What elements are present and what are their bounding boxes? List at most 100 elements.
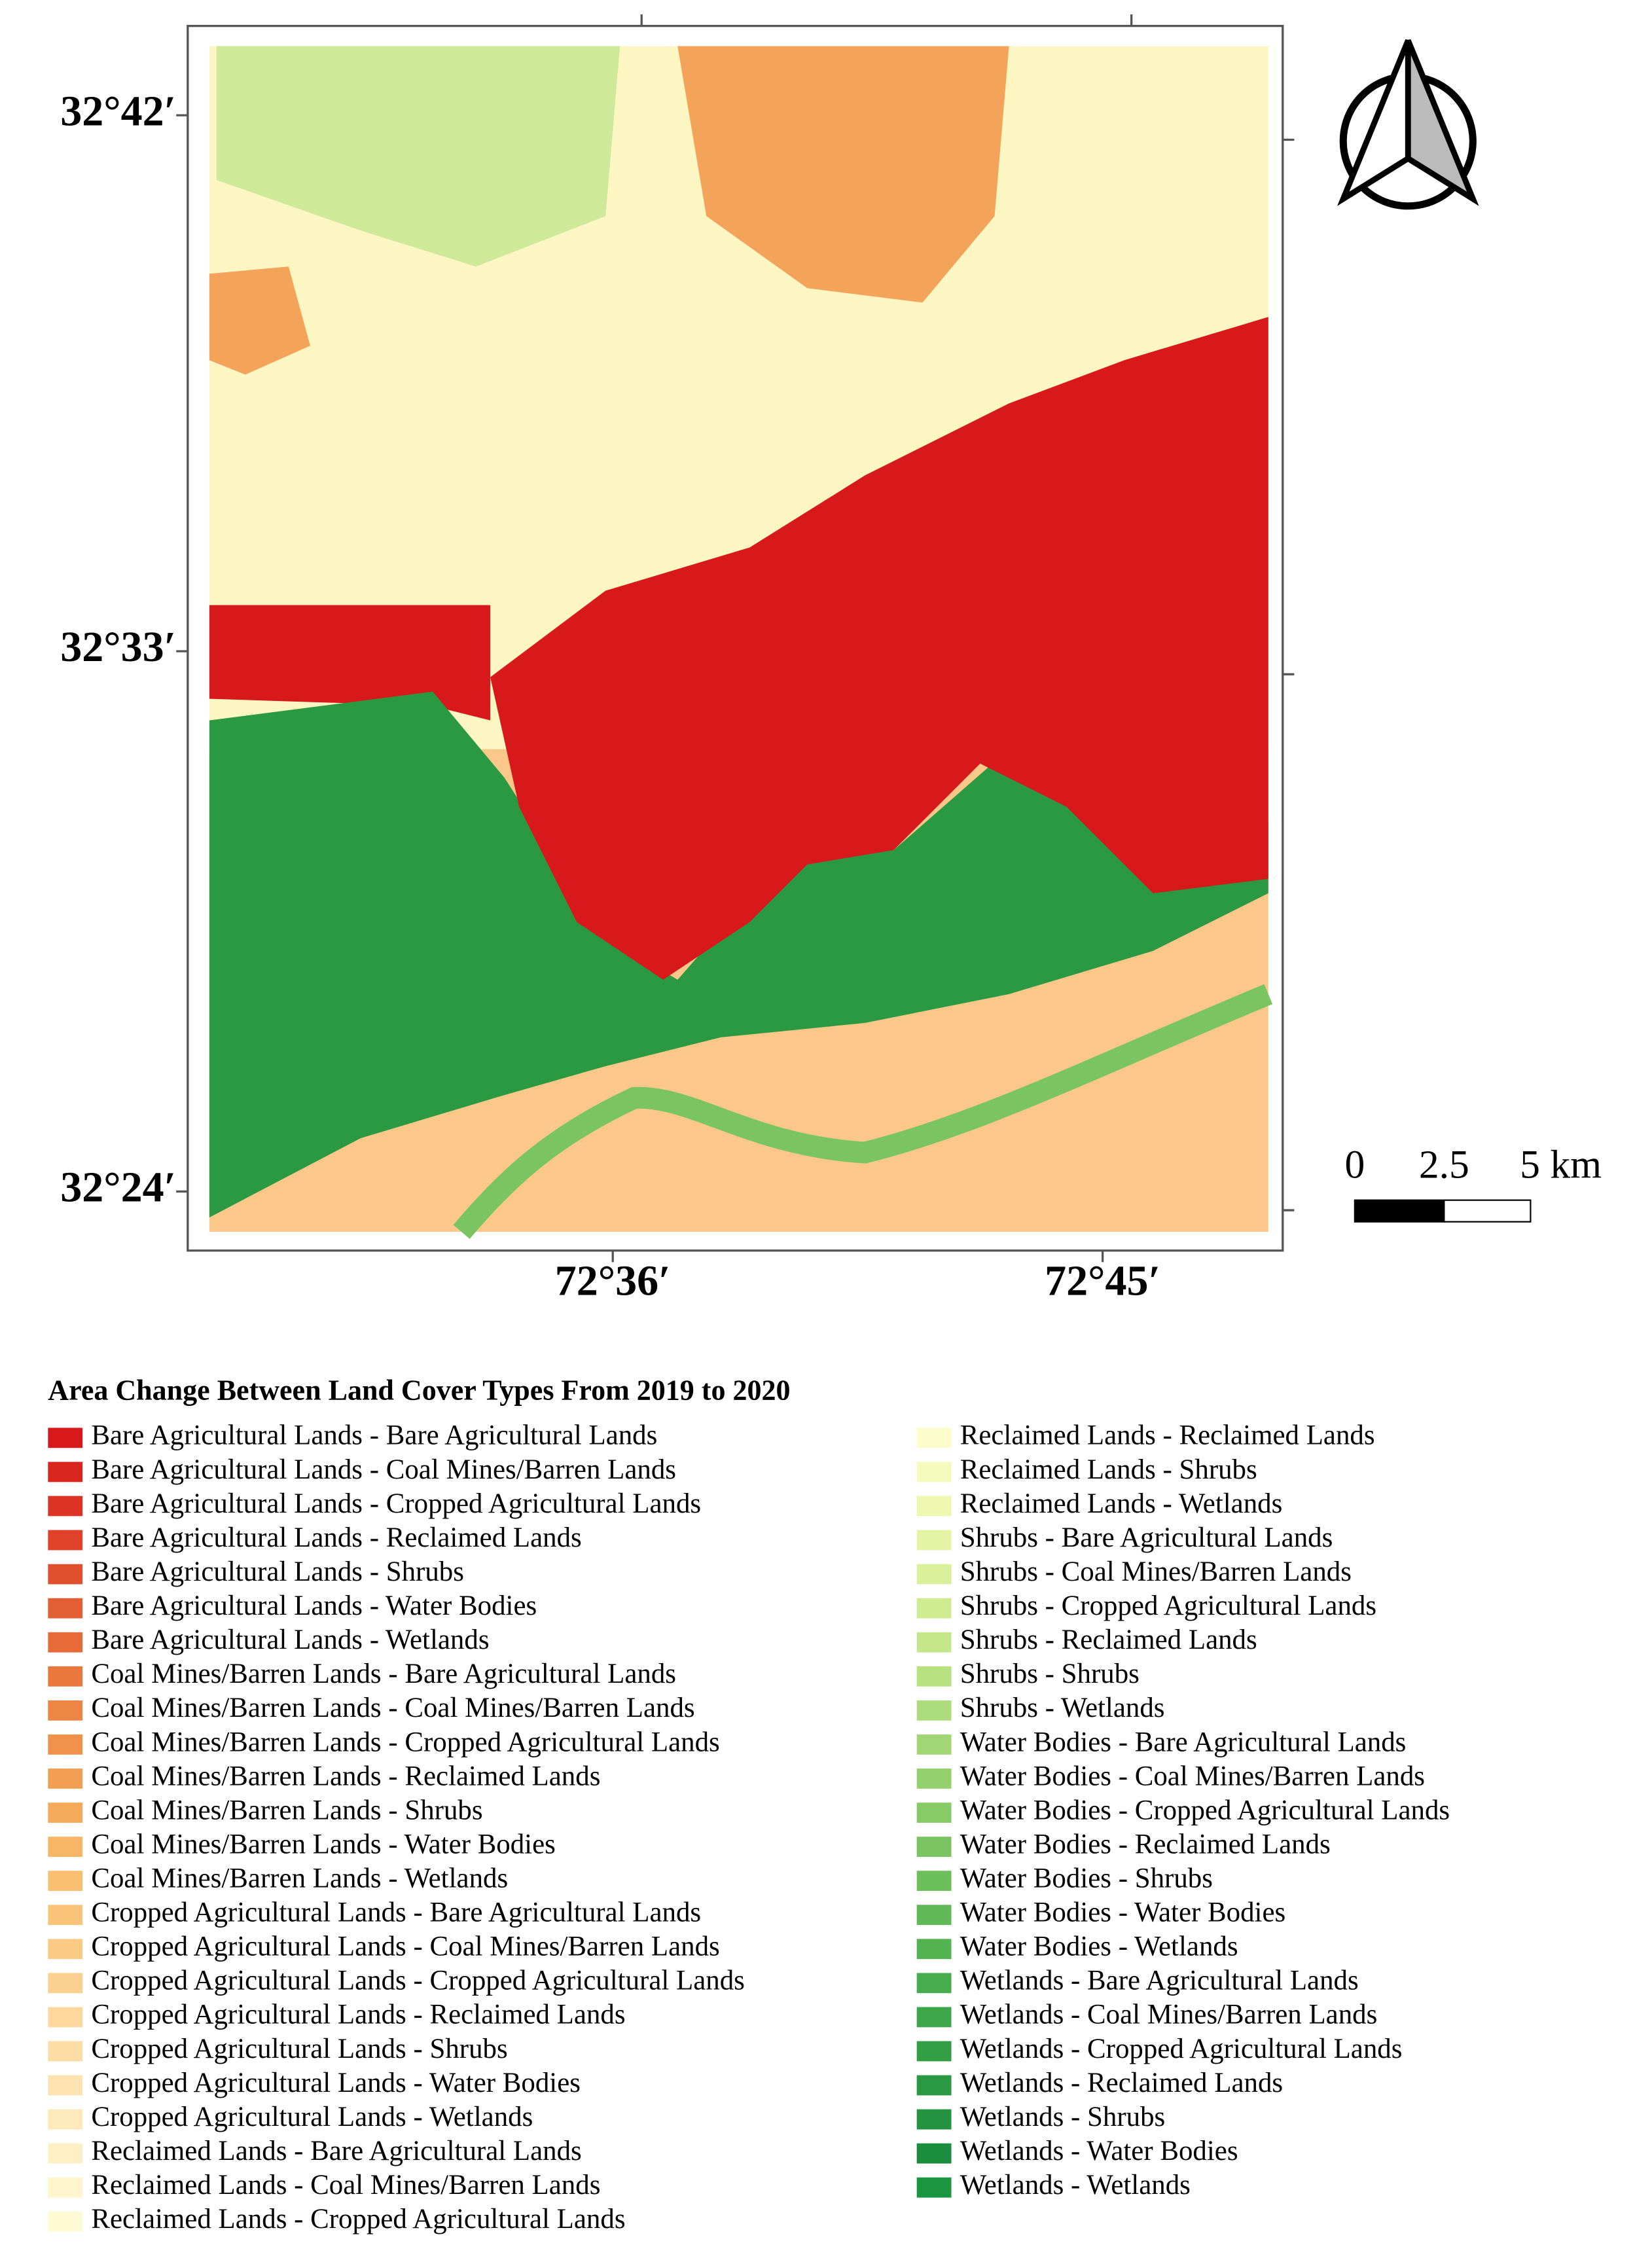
legend-swatch — [48, 1427, 83, 1448]
legend-swatch — [48, 1871, 83, 1892]
legend-swatch — [48, 2075, 83, 2096]
legend-swatch — [916, 1666, 952, 1687]
legend-label: Water Bodies - Water Bodies — [960, 1897, 1286, 1928]
legend-label: Water Bodies - Shrubs — [960, 1863, 1213, 1894]
legend-label: Water Bodies - Wetlands — [960, 1931, 1238, 1962]
legend-swatch — [48, 1462, 83, 1482]
legend-swatch — [48, 1530, 83, 1551]
legend-label: Cropped Agricultural Lands - Reclaimed L… — [91, 2000, 625, 2030]
legend-label: Reclaimed Lands - Reclaimed Lands — [960, 1420, 1375, 1451]
legend-swatch — [48, 2143, 83, 2164]
legend-swatch — [916, 1973, 952, 1994]
legend-label: Bare Agricultural Lands - Cropped Agricu… — [91, 1488, 701, 1519]
legend-swatch — [48, 2211, 83, 2232]
scale-label: 5 km — [1520, 1142, 1602, 1187]
legend-label: Coal Mines/Barren Lands - Shrubs — [91, 1795, 482, 1825]
raster-coal — [677, 46, 1009, 303]
legend-label: Reclaimed Lands - Cropped Agricultural L… — [91, 2204, 625, 2235]
legend-label: Reclaimed Lands - Coal Mines/Barren Land… — [91, 2170, 600, 2200]
legend-swatch — [916, 1803, 952, 1823]
legend-label: Shrubs - Cropped Agricultural Lands — [960, 1590, 1376, 1621]
legend-swatch — [48, 1973, 83, 1994]
legend-label: Wetlands - Water Bodies — [960, 2136, 1238, 2166]
legend-swatch — [48, 1700, 83, 1721]
legend-swatch — [916, 2177, 952, 2198]
legend-label: Bare Agricultural Lands - Wetlands — [91, 1625, 489, 1655]
legend-label: Shrubs - Shrubs — [960, 1659, 1140, 1689]
legend-swatch — [48, 1768, 83, 1789]
legend-label: Water Bodies - Reclaimed Lands — [960, 1829, 1331, 1859]
legend-swatch — [916, 2143, 952, 2164]
north-arrow-left — [1337, 39, 1411, 206]
scale-segment — [1354, 1199, 1445, 1223]
legend-label: Cropped Agricultural Lands - Coal Mines/… — [91, 1931, 719, 1962]
legend-label: Coal Mines/Barren Lands - Bare Agricultu… — [91, 1659, 676, 1689]
legend-label: Wetlands - Bare Agricultural Lands — [960, 1966, 1359, 1996]
north-arrow — [1337, 39, 1479, 210]
labels: 32°42′ 32°33′ 32°24′ 72°36′ 72°45′ 0 2.5 5 km Ar… — [48, 87, 1602, 2235]
legend-label: Reclaimed Lands - Shrubs — [960, 1454, 1257, 1485]
legend-swatch — [916, 2041, 952, 2062]
legend-label: Bare Agricultural Lands - Water Bodies — [91, 1590, 537, 1621]
legend-swatch — [916, 1496, 952, 1517]
legend-label: Reclaimed Lands - Bare Agricultural Land… — [91, 2136, 581, 2166]
legend-swatch — [48, 1496, 83, 1517]
legend-swatch — [916, 1939, 952, 1960]
legend-swatch — [916, 1530, 952, 1551]
legend-label: Water Bodies - Cropped Agricultural Land… — [960, 1795, 1450, 1825]
legend-label: Bare Agricultural Lands - Shrubs — [91, 1556, 464, 1587]
legend-label: Shrubs - Wetlands — [960, 1693, 1165, 1723]
legend-label: Shrubs - Bare Agricultural Lands — [960, 1522, 1333, 1553]
legend-label: Shrubs - Coal Mines/Barren Lands — [960, 1556, 1352, 1587]
legend-label: Reclaimed Lands - Wetlands — [960, 1488, 1283, 1519]
latitude-label: 32°33′ — [60, 623, 176, 671]
legend-label: Wetlands - Reclaimed Lands — [960, 2068, 1283, 2098]
latitude-label: 32°42′ — [60, 87, 176, 135]
legend-label: Cropped Agricultural Lands - Shrubs — [91, 2034, 507, 2064]
legend-swatch — [916, 1871, 952, 1892]
legend-swatch — [916, 1427, 952, 1448]
legend-swatch — [48, 1803, 83, 1823]
frame-ticks — [176, 14, 1295, 1263]
map-frame — [187, 24, 1284, 1252]
legend-swatch — [48, 2177, 83, 2198]
legend-label: Wetlands - Cropped Agricultural Lands — [960, 2034, 1403, 2064]
legend-swatch — [48, 2109, 83, 2130]
legend-swatch — [916, 1632, 952, 1653]
legend-swatch — [48, 2041, 83, 2062]
legend-swatch — [916, 2007, 952, 2028]
legend-swatch — [48, 1598, 83, 1619]
legend-swatch — [916, 1564, 952, 1585]
legend-title: Area Change Between Land Cover Types Fro… — [48, 1374, 790, 1407]
scale-label: 2.5 — [1419, 1142, 1469, 1187]
legend-swatch — [916, 2075, 952, 2096]
legend-swatch — [916, 1837, 952, 1858]
legend-swatch — [48, 1939, 83, 1960]
legend-label: Coal Mines/Barren Lands - Cropped Agricu… — [91, 1727, 719, 1757]
scale-label: 0 — [1344, 1142, 1365, 1187]
legend-swatch — [48, 1564, 83, 1585]
legend-label: Coal Mines/Barren Lands - Wetlands — [91, 1863, 508, 1894]
legend-label: Wetlands - Coal Mines/Barren Lands — [960, 2000, 1378, 2030]
legend-swatch — [916, 1700, 952, 1721]
legend-label: Cropped Agricultural Lands - Cropped Agr… — [91, 1966, 745, 1996]
scale-bar — [1354, 1199, 1532, 1223]
longitude-label: 72°36′ — [555, 1257, 671, 1305]
raster-coal — [209, 266, 310, 375]
legend-label: Cropped Agricultural Lands - Bare Agricu… — [91, 1897, 701, 1928]
legend-swatch — [48, 2007, 83, 2028]
legend-swatch — [48, 1632, 83, 1653]
legend-label: Water Bodies - Bare Agricultural Lands — [960, 1727, 1407, 1757]
legend-swatch — [916, 2109, 952, 2130]
legend-swatch — [916, 1734, 952, 1755]
legend-label: Cropped Agricultural Lands - Water Bodie… — [91, 2068, 581, 2098]
longitude-label: 72°45′ — [1045, 1257, 1160, 1305]
legend-swatch — [916, 1768, 952, 1789]
latitude-label: 32°24′ — [60, 1164, 176, 1212]
legend-label: Bare Agricultural Lands - Reclaimed Land… — [91, 1522, 581, 1553]
legend-label: Bare Agricultural Lands - Bare Agricultu… — [91, 1420, 657, 1451]
raster-river — [453, 984, 1273, 1239]
legend-label: Cropped Agricultural Lands - Wetlands — [91, 2102, 533, 2132]
raster-bare — [209, 605, 491, 721]
